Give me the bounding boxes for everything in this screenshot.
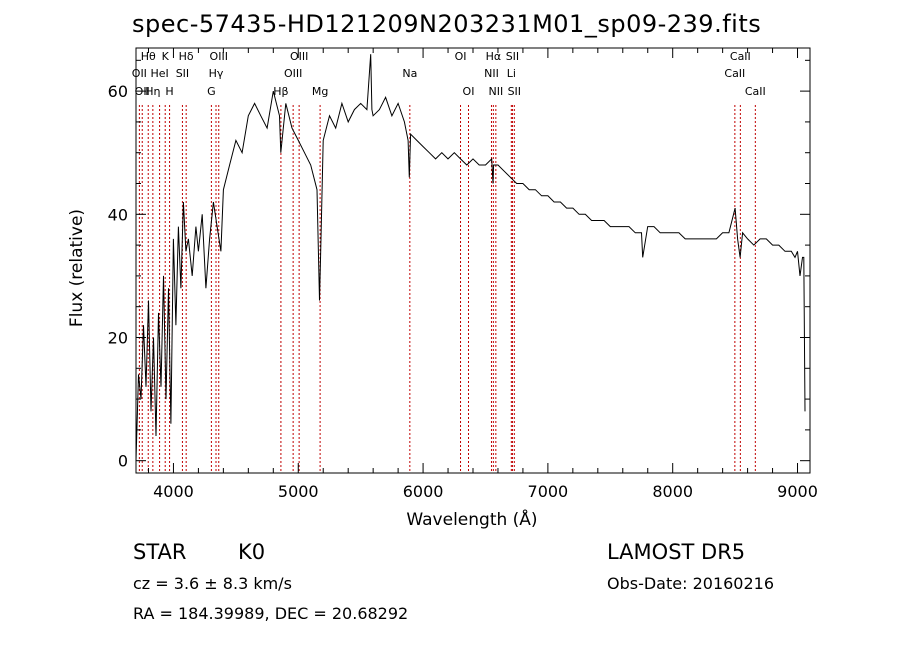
line-label-19: NII <box>484 67 499 80</box>
line-label-13: OIII <box>284 67 302 80</box>
x-tick-label-4: 8000 <box>652 482 693 501</box>
chart-title: spec-57435-HD121209N203231M01_sp09-239.f… <box>132 10 762 38</box>
line-label-21: NII <box>488 85 503 98</box>
x-axis-label: Wavelength (Å) <box>406 510 538 530</box>
line-label-4: HeI <box>150 67 168 80</box>
line-label-9: G <box>207 85 216 98</box>
y-tick-label-0: 0 <box>118 452 128 471</box>
x-tick-label-3: 7000 <box>528 482 569 501</box>
line-label-10: Hγ <box>209 67 224 80</box>
plot-frame <box>135 47 811 474</box>
line-label-2: Hθ <box>141 50 156 63</box>
x-tick-label-5: 9000 <box>777 482 818 501</box>
survey-name: LAMOST DR5 <box>607 540 746 564</box>
line-label-20: Hα <box>486 50 502 63</box>
y-tick-label-2: 40 <box>108 205 128 224</box>
line-label-3: Hη <box>145 85 160 98</box>
line-label-15: Mg <box>312 85 328 98</box>
line-label-22: Li <box>507 67 516 80</box>
line-label-24: SII <box>508 85 521 98</box>
object-class: STAR <box>133 540 187 564</box>
x-tick-label-2: 6000 <box>403 482 444 501</box>
line-label-14: OIII <box>290 50 308 63</box>
line-label-6: H <box>165 85 173 98</box>
object-subclass: K0 <box>238 540 266 564</box>
line-label-8: Hδ <box>179 50 194 63</box>
y-tick-label-1: 20 <box>108 328 128 347</box>
line-label-7: SII <box>176 67 189 80</box>
coordinates: RA = 184.39989, DEC = 20.68292 <box>133 604 409 623</box>
y-tick-label-3: 60 <box>108 82 128 101</box>
line-label-17: OI <box>455 50 467 63</box>
line-label-0: OII <box>132 67 147 80</box>
line-label-26: CaII <box>730 50 751 63</box>
spectrum-line <box>135 54 806 461</box>
line-label-23: SII <box>506 50 519 63</box>
line-label-5: K <box>162 50 170 63</box>
line-label-25: CaII <box>724 67 745 80</box>
line-label-16: Na <box>402 67 417 80</box>
redshift-velocity: cz = 3.6 ± 8.3 km/s <box>133 574 292 593</box>
line-label-11: OIII <box>210 50 228 63</box>
x-tick-label-0: 4000 <box>153 482 194 501</box>
line-label-18: OI <box>463 85 475 98</box>
y-axis-label: Flux (relative) <box>67 208 87 328</box>
observation-date: Obs-Date: 20160216 <box>607 574 775 593</box>
line-label-27: CaII <box>745 85 766 98</box>
x-tick-label-1: 5000 <box>278 482 319 501</box>
line-label-12: Hβ <box>273 85 288 98</box>
